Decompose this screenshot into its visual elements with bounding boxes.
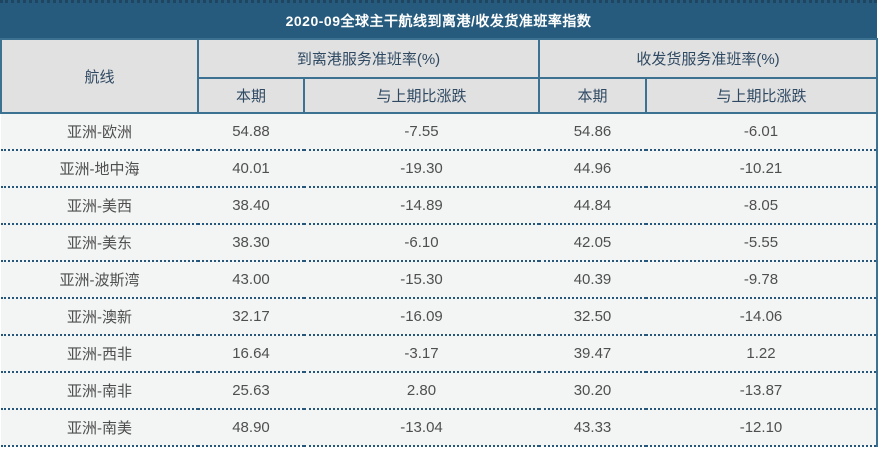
route-cell: 亚洲-南美 bbox=[1, 409, 198, 447]
table-row: 亚洲-西非 16.64 -3.17 39.47 1.22 bbox=[1, 335, 878, 373]
value-cell: -7.55 bbox=[304, 113, 539, 151]
value-cell: 48.90 bbox=[198, 409, 304, 447]
value-cell: -14.06 bbox=[646, 298, 878, 336]
table-row: 亚洲-欧洲 54.88 -7.55 54.86 -6.01 bbox=[1, 113, 878, 151]
header-group-cargo: 收发货服务准班率(%) bbox=[538, 38, 878, 79]
route-cell: 亚洲-美西 bbox=[1, 187, 198, 225]
value-cell: -19.30 bbox=[304, 150, 539, 188]
table-header: 航线 到离港服务准班率(%) 收发货服务准班率(%) 本期 与上期比涨跌 本期 … bbox=[0, 38, 878, 114]
header-route: 航线 bbox=[0, 38, 199, 114]
value-cell: 43.00 bbox=[198, 261, 304, 299]
value-cell: 2.80 bbox=[304, 372, 539, 410]
header-cargo-current: 本期 bbox=[538, 77, 647, 114]
header-departure-current: 本期 bbox=[197, 77, 305, 114]
punctuality-table: 航线 到离港服务准班率(%) 收发货服务准班率(%) 本期 与上期比涨跌 本期 … bbox=[0, 38, 878, 447]
table-row: 亚洲-美西 38.40 -14.89 44.84 -8.05 bbox=[1, 187, 878, 225]
value-cell: 38.40 bbox=[198, 187, 304, 225]
route-cell: 亚洲-澳新 bbox=[1, 298, 198, 336]
table-row: 亚洲-南非 25.63 2.80 30.20 -13.87 bbox=[1, 372, 878, 410]
value-cell: 32.17 bbox=[198, 298, 304, 336]
route-cell: 亚洲-地中海 bbox=[1, 150, 198, 188]
value-cell: 39.47 bbox=[539, 335, 646, 373]
route-cell: 亚洲-美东 bbox=[1, 224, 198, 262]
value-cell: 40.01 bbox=[198, 150, 304, 188]
table-row: 亚洲-地中海 40.01 -19.30 44.96 -10.21 bbox=[1, 150, 878, 188]
route-cell: 亚洲-西非 bbox=[1, 335, 198, 373]
value-cell: 42.05 bbox=[539, 224, 646, 262]
header-group-departure-arrival: 到离港服务准班率(%) bbox=[197, 38, 540, 79]
value-cell: -3.17 bbox=[304, 335, 539, 373]
table-row: 亚洲-美东 38.30 -6.10 42.05 -5.55 bbox=[1, 224, 878, 262]
value-cell: -5.55 bbox=[646, 224, 878, 262]
table-row: 亚洲-南美 48.90 -13.04 43.33 -12.10 bbox=[1, 409, 878, 447]
route-cell: 亚洲-欧洲 bbox=[1, 113, 198, 151]
value-cell: -13.87 bbox=[646, 372, 878, 410]
value-cell: 30.20 bbox=[539, 372, 646, 410]
value-cell: -8.05 bbox=[646, 187, 878, 225]
value-cell: 40.39 bbox=[539, 261, 646, 299]
route-cell: 亚洲-波斯湾 bbox=[1, 261, 198, 299]
value-cell: 44.96 bbox=[539, 150, 646, 188]
value-cell: -6.01 bbox=[646, 113, 878, 151]
value-cell: 25.63 bbox=[198, 372, 304, 410]
value-cell: 38.30 bbox=[198, 224, 304, 262]
value-cell: -9.78 bbox=[646, 261, 878, 299]
value-cell: 54.86 bbox=[539, 113, 646, 151]
value-cell: 32.50 bbox=[539, 298, 646, 336]
value-cell: -15.30 bbox=[304, 261, 539, 299]
value-cell: 44.84 bbox=[539, 187, 646, 225]
value-cell: -6.10 bbox=[304, 224, 539, 262]
table-row: 亚洲-澳新 32.17 -16.09 32.50 -14.06 bbox=[1, 298, 878, 336]
value-cell: 43.33 bbox=[539, 409, 646, 447]
header-departure-change: 与上期比涨跌 bbox=[303, 77, 540, 114]
route-cell: 亚洲-南非 bbox=[1, 372, 198, 410]
value-cell: -16.09 bbox=[304, 298, 539, 336]
value-cell: 1.22 bbox=[646, 335, 878, 373]
value-cell: -13.04 bbox=[304, 409, 539, 447]
header-cargo-change: 与上期比涨跌 bbox=[645, 77, 878, 114]
table-row: 亚洲-波斯湾 43.00 -15.30 40.39 -9.78 bbox=[1, 261, 878, 299]
value-cell: -14.89 bbox=[304, 187, 539, 225]
table-body: 亚洲-欧洲 54.88 -7.55 54.86 -6.01 亚洲-地中海 40.01 -19.… bbox=[1, 113, 878, 447]
value-cell: -10.21 bbox=[646, 150, 878, 188]
value-cell: 54.88 bbox=[198, 113, 304, 151]
value-cell: -12.10 bbox=[646, 409, 878, 447]
table-title: 2020-09全球主干航线到离港/收发货准班率指数 bbox=[0, 0, 877, 38]
value-cell: 16.64 bbox=[198, 335, 304, 373]
